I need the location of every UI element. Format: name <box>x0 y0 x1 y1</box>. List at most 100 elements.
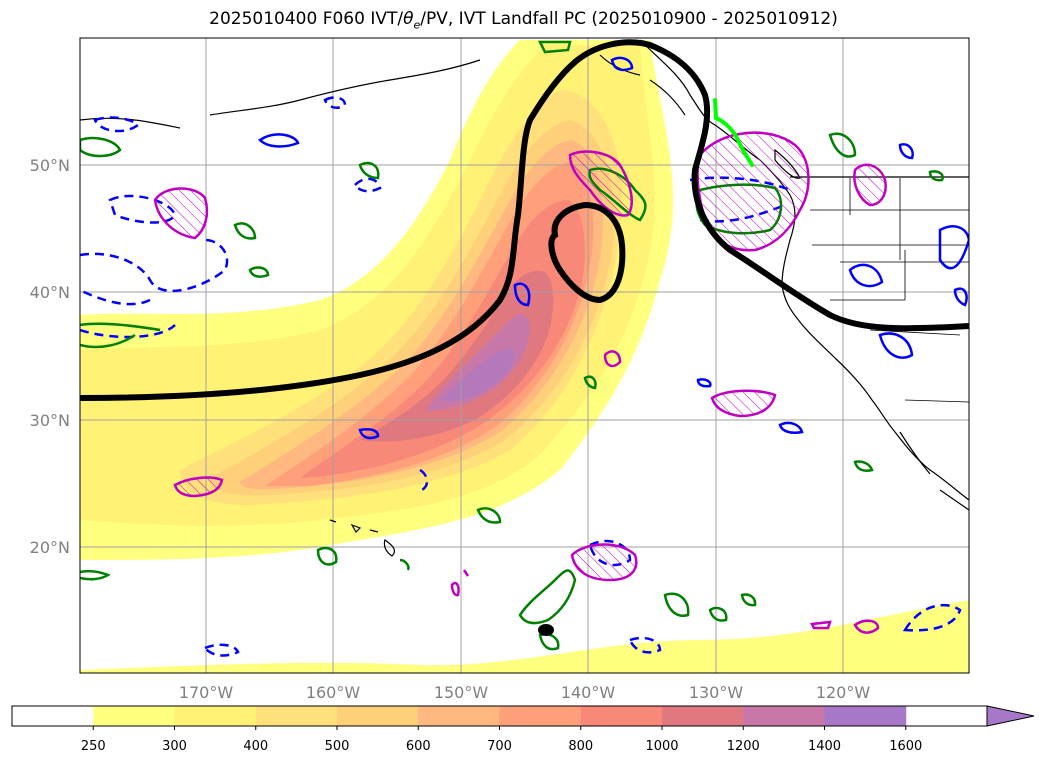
blue-solid-contour <box>778 421 804 434</box>
map-frame <box>79 37 970 674</box>
colorbar-cell <box>93 706 175 726</box>
lon-label: 170°W <box>179 683 234 702</box>
pv-contour <box>853 163 887 207</box>
blue-solid-contour <box>953 287 968 307</box>
colorbar-cell <box>662 706 744 726</box>
green-contour <box>80 322 161 349</box>
green-contour <box>316 546 338 566</box>
pv-contour <box>603 350 622 368</box>
blue-dashed-contour <box>93 116 140 133</box>
green-contour <box>538 633 560 651</box>
ivt-band-1200 <box>425 314 530 411</box>
coastlines <box>80 39 969 557</box>
green-contour <box>80 136 122 158</box>
green-contour <box>537 40 572 54</box>
lat-label: 20°N <box>30 538 70 557</box>
ivt-band-1000 <box>360 270 554 442</box>
green-contour <box>248 266 270 278</box>
state-borders <box>810 178 969 403</box>
map-title: 2025010400 F060 IVT/θe/PV, IVT Landfall … <box>209 9 838 32</box>
green-contour <box>358 161 380 180</box>
blue-solid-contour <box>258 133 300 148</box>
blue-dashed-contour <box>80 238 229 306</box>
colorbar-label: 700 <box>487 739 512 754</box>
lon-label: 160°W <box>306 683 361 702</box>
lon-label: 130°W <box>689 683 744 702</box>
colorbar-label: 1200 <box>727 739 760 754</box>
alaska-coast <box>80 54 686 129</box>
colorbar-label: 300 <box>162 739 187 754</box>
colorbar-cell <box>337 706 419 726</box>
pv-contour <box>568 150 633 217</box>
blue-solid-contour <box>358 428 380 440</box>
lat-label: 40°N <box>30 283 70 302</box>
lon-label: 140°W <box>561 683 616 702</box>
green-contour <box>233 222 257 240</box>
green-contour <box>476 507 502 524</box>
north-america-coast <box>639 39 969 501</box>
colorbar-labels: 250 300 400 500 600 700 800 1000 1200 1400 1600 <box>81 726 922 754</box>
blue-dashed-contour <box>628 636 662 654</box>
lon-label: 120°W <box>816 683 871 702</box>
blue-dashed-contour <box>108 194 177 224</box>
pv-contour <box>462 569 470 577</box>
colorbar-label: 500 <box>325 739 350 754</box>
colorbar-cell <box>743 706 825 726</box>
colorbar-extend-arrow <box>986 705 1035 727</box>
ivt-band-1400 <box>440 348 515 402</box>
pc-contour-line <box>80 39 969 401</box>
green-contour <box>399 558 410 571</box>
lat-label: 30°N <box>30 411 70 430</box>
blue-dashed-contour <box>202 643 240 657</box>
mexico-coast <box>899 431 969 511</box>
lat-label: 50°N <box>30 156 70 175</box>
green-contour <box>853 460 874 472</box>
ivt-band-250-south <box>80 600 969 673</box>
blue-dashed-contour <box>353 177 382 193</box>
colorbar-cell <box>580 706 663 726</box>
colorbar-label: 1400 <box>808 739 841 754</box>
blue-dashed-contour <box>419 468 429 492</box>
pv-contour <box>570 543 638 582</box>
colorbar: 250 300 400 500 600 700 800 1000 1200 1400 1600 <box>11 705 1035 754</box>
pv-contour <box>173 476 224 498</box>
blue-solid-contour <box>878 332 914 359</box>
hawaii-islands <box>329 519 396 557</box>
pc-contour-loop <box>548 201 626 304</box>
colorbar-label: 250 <box>81 739 106 754</box>
blue-solid-contour <box>513 282 531 307</box>
pc-contours <box>80 39 969 636</box>
pv-contour <box>853 619 880 634</box>
colorbar-cell <box>824 706 907 726</box>
green-contour <box>583 375 597 390</box>
pv-contour <box>450 581 460 597</box>
green-contour <box>708 606 728 622</box>
colorbar-label: 1000 <box>645 739 678 754</box>
map-panel <box>80 38 969 673</box>
colorbar-label: 1600 <box>889 739 922 754</box>
pv-contours <box>153 131 887 634</box>
ivt-landfall-segment <box>713 98 754 167</box>
blue-solid-contour <box>848 263 884 288</box>
green-contour <box>928 170 944 182</box>
colorbar-cells <box>12 706 907 726</box>
blue-dashed-contour <box>323 96 347 109</box>
green-contour <box>663 592 690 617</box>
colorbar-label: 400 <box>243 739 268 754</box>
colorbar-cell <box>12 706 94 726</box>
pv-contour <box>810 620 832 630</box>
longitude-labels: 170°W 160°W 150°W 140°W 130°W 120°W <box>179 683 871 702</box>
green-contour <box>80 569 111 581</box>
green-contour <box>740 593 757 607</box>
green-contour <box>828 132 857 158</box>
colorbar-label: 800 <box>568 739 593 754</box>
graticule <box>80 38 969 673</box>
blue-solid-contour <box>610 56 634 72</box>
lon-label: 150°W <box>434 683 489 702</box>
ivt-band-700 <box>265 162 594 486</box>
blue-dashed-contour <box>902 603 962 632</box>
colorbar-cell <box>499 706 582 726</box>
colorbar-cell <box>418 706 500 726</box>
colorbar-cell <box>174 706 257 726</box>
